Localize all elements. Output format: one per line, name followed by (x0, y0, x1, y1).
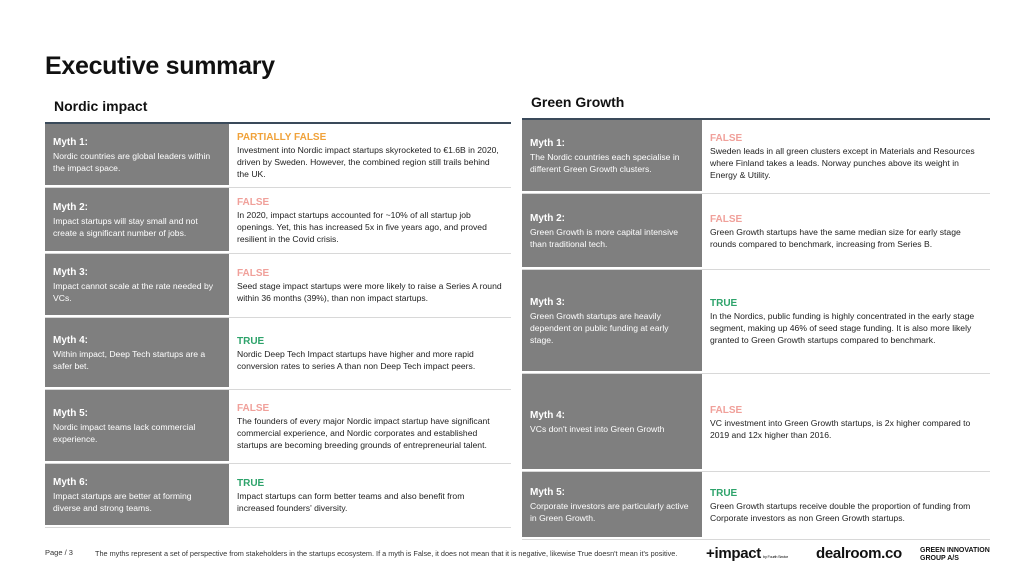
verdict-explanation: Green Growth startups have the same medi… (710, 226, 961, 249)
myth-label: Myth 1: (530, 137, 565, 149)
myth-cell: Myth 2: Impact startups will stay small a… (45, 188, 229, 253)
myth-statement: VCs don't invest into Green Growth (530, 423, 665, 434)
myth-row: Myth 3: Green Growth startups are heavily… (522, 270, 990, 374)
verdict-explanation: In the Nordics, public funding is highly… (710, 310, 975, 346)
verdict-label: FALSE (237, 267, 270, 279)
myth-statement: Within impact, Deep Tech startups are a … (53, 348, 206, 371)
verdict-cell: PARTIALLY FALSE Investment into Nordic im… (229, 124, 511, 187)
verdict-label: FALSE (710, 132, 743, 144)
impact-logo: +impact by Fourth Sector (706, 545, 788, 562)
verdict-explanation: Impact startups can form better teams an… (237, 490, 465, 513)
myth-cell: Myth 6: Impact startups are better at for… (45, 464, 229, 527)
verdict-label: TRUE (237, 335, 265, 347)
myth-statement: Green Growth startups are heavily depend… (530, 310, 669, 345)
myth-row: Myth 4: VCs don't invest into Green Growt… (522, 374, 990, 472)
verdict-explanation: In 2020, impact startups accounted for ~… (237, 209, 487, 245)
myth-statement: The Nordic countries each specialise in … (530, 151, 680, 174)
myth-list: Myth 1: The Nordic countries each special… (522, 120, 990, 540)
myth-cell: Myth 1: Nordic countries are global leade… (45, 124, 229, 187)
myth-cell: Myth 1: The Nordic countries each special… (522, 120, 702, 193)
page-number: Page / 3 (45, 548, 73, 557)
verdict-label: TRUE (710, 297, 738, 309)
myth-row: Myth 2: Green Growth is more capital inte… (522, 194, 990, 270)
myth-cell: Myth 4: Within impact, Deep Tech startups… (45, 318, 229, 389)
verdict-label: FALSE (710, 404, 743, 416)
myth-cell: Myth 5: Nordic impact teams lack commerci… (45, 390, 229, 463)
myth-statement: Green Growth is more capital intensive t… (530, 226, 679, 249)
verdict-cell: FALSE Green Growth startups have the same… (702, 194, 990, 269)
section-divider (522, 118, 990, 120)
nordic-impact-section: Nordic impact Myth 1: Nordic countries ar… (45, 96, 511, 528)
verdict-explanation: Sweden leads in all green clusters excep… (710, 145, 975, 181)
myth-row: Myth 4: Within impact, Deep Tech startups… (45, 318, 511, 390)
verdict-explanation: VC investment into Green Growth startups… (710, 417, 971, 440)
verdict-explanation: Nordic Deep Tech Impact startups have hi… (237, 348, 476, 371)
verdict-label: TRUE (710, 487, 738, 499)
verdict-cell: TRUE Impact startups can form better team… (229, 464, 511, 527)
myth-label: Myth 5: (530, 486, 565, 498)
verdict-cell: FALSE Sweden leads in all green clusters … (702, 120, 990, 193)
green-growth-section: Green Growth Myth 1: The Nordic countries… (522, 92, 990, 540)
section-title: Green Growth (531, 94, 625, 110)
myth-label: Myth 2: (53, 201, 88, 213)
myth-row: Myth 2: Impact startups will stay small a… (45, 188, 511, 254)
verdict-explanation: Seed stage impact startups were more lik… (237, 280, 502, 303)
myth-cell: Myth 5: Corporate investors are particula… (522, 472, 702, 539)
verdict-cell: TRUE In the Nordics, public funding is hi… (702, 270, 990, 373)
myth-row: Myth 1: The Nordic countries each special… (522, 120, 990, 194)
myth-cell: Myth 3: Green Growth startups are heavily… (522, 270, 702, 373)
myth-list: Myth 1: Nordic countries are global leade… (45, 124, 511, 528)
page-title: Executive summary (45, 52, 275, 80)
myth-cell: Myth 3: Impact cannot scale at the rate n… (45, 254, 229, 317)
myth-statement: Corporate investors are particularly act… (530, 500, 689, 523)
myth-row: Myth 6: Impact startups are better at for… (45, 464, 511, 528)
myth-label: Myth 6: (53, 476, 88, 488)
myth-cell: Myth 4: VCs don't invest into Green Growt… (522, 374, 702, 471)
verdict-cell: FALSE VC investment into Green Growth sta… (702, 374, 990, 471)
myth-statement: Impact cannot scale at the rate needed b… (53, 280, 214, 303)
verdict-cell: FALSE The founders of every major Nordic … (229, 390, 511, 463)
myth-label: Myth 4: (530, 409, 565, 421)
myth-row: Myth 5: Nordic impact teams lack commerci… (45, 390, 511, 464)
section-title: Nordic impact (54, 98, 148, 114)
myth-row: Myth 5: Corporate investors are particula… (522, 472, 990, 540)
verdict-cell: FALSE Seed stage impact startups were mor… (229, 254, 511, 317)
myth-row: Myth 3: Impact cannot scale at the rate n… (45, 254, 511, 318)
verdict-label: FALSE (237, 402, 270, 414)
verdict-label: FALSE (237, 196, 270, 208)
verdict-label: TRUE (237, 477, 265, 489)
myth-row: Myth 1: Nordic countries are global leade… (45, 124, 511, 188)
myth-cell: Myth 2: Green Growth is more capital inte… (522, 194, 702, 269)
verdict-label: FALSE (710, 213, 743, 225)
myth-label: Myth 4: (53, 334, 88, 346)
verdict-explanation: Green Growth startups receive double the… (710, 500, 971, 523)
myth-statement: Nordic impact teams lack commercial expe… (53, 421, 196, 444)
verdict-cell: TRUE Green Growth startups receive double… (702, 472, 990, 539)
verdict-explanation: The founders of every major Nordic impac… (237, 415, 490, 451)
myth-label: Myth 3: (53, 266, 88, 278)
myth-label: Myth 1: (53, 136, 88, 148)
myth-statement: Impact startups will stay small and not … (53, 215, 198, 238)
myth-label: Myth 2: (530, 212, 565, 224)
verdict-cell: TRUE Nordic Deep Tech Impact startups hav… (229, 318, 511, 389)
section-divider (45, 122, 511, 124)
verdict-cell: FALSE In 2020, impact startups accounted … (229, 188, 511, 253)
myth-statement: Nordic countries are global leaders with… (53, 150, 211, 173)
footnote: The myths represent a set of perspective… (95, 549, 678, 558)
verdict-label: PARTIALLY FALSE (237, 131, 327, 143)
green-innovation-group-logo: GREEN INNOVATION GROUP A/S (920, 547, 990, 562)
myth-label: Myth 3: (530, 296, 565, 308)
verdict-explanation: Investment into Nordic impact startups s… (237, 144, 499, 180)
myth-statement: Impact startups are better at forming di… (53, 490, 192, 513)
myth-label: Myth 5: (53, 407, 88, 419)
dealroom-logo: dealroom.co (816, 545, 902, 562)
